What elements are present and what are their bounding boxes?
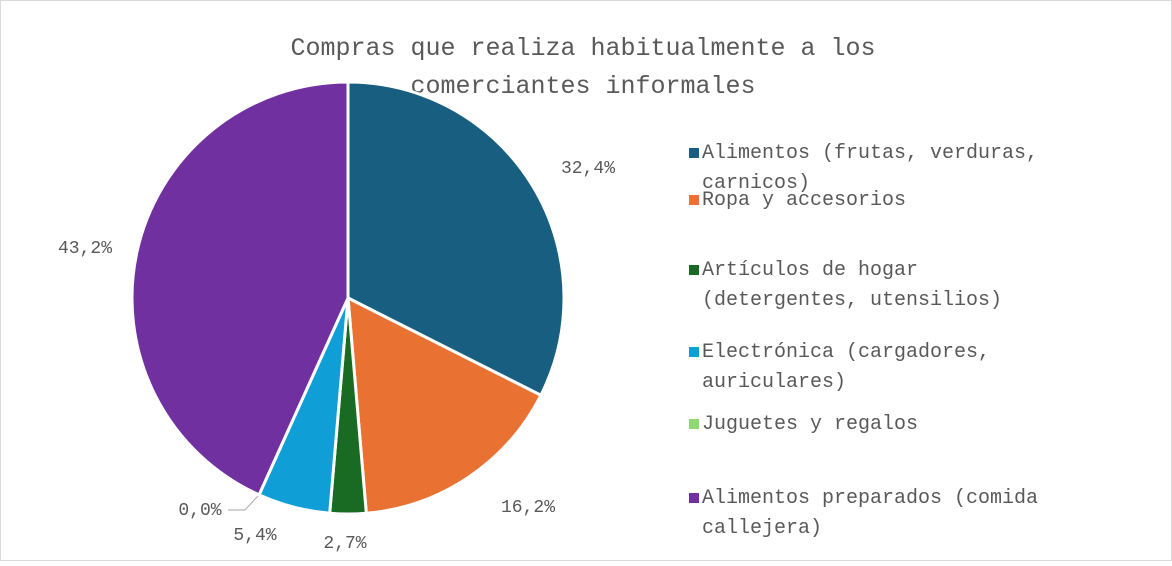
data-label: 0,0%	[178, 501, 221, 521]
data-label: 32,4%	[561, 159, 615, 179]
pie-slice	[346, 80, 566, 398]
data-label: 16,2%	[501, 498, 555, 518]
legend-label: Ropa y accesorios	[702, 189, 906, 212]
pie-slice	[346, 295, 543, 515]
legend-label: Artículos de hogar (detergentes, utensili…	[702, 259, 1002, 312]
legend-swatch	[689, 347, 699, 357]
chart-title: Compras que realiza habitualmente a los c…	[290, 34, 875, 101]
data-label: 2,7%	[323, 534, 366, 554]
leader-line	[228, 494, 260, 511]
legend-label: Alimentos preparados (comida callejera)	[702, 487, 1038, 540]
legend-swatch	[689, 265, 699, 275]
legend-swatch	[689, 195, 699, 205]
legend-swatch	[689, 493, 699, 503]
legend-label: Alimentos (frutas, verduras, carnicos)	[702, 142, 1038, 195]
data-label: 43,2%	[58, 239, 112, 259]
pie-slice	[130, 80, 350, 497]
legend-swatch	[689, 419, 699, 429]
legend-swatch	[689, 148, 699, 158]
legend-label: Electrónica (cargadores, auriculares)	[702, 341, 990, 394]
legend-label: Juguetes y regalos	[702, 413, 918, 436]
data-label: 5,4%	[233, 526, 276, 546]
